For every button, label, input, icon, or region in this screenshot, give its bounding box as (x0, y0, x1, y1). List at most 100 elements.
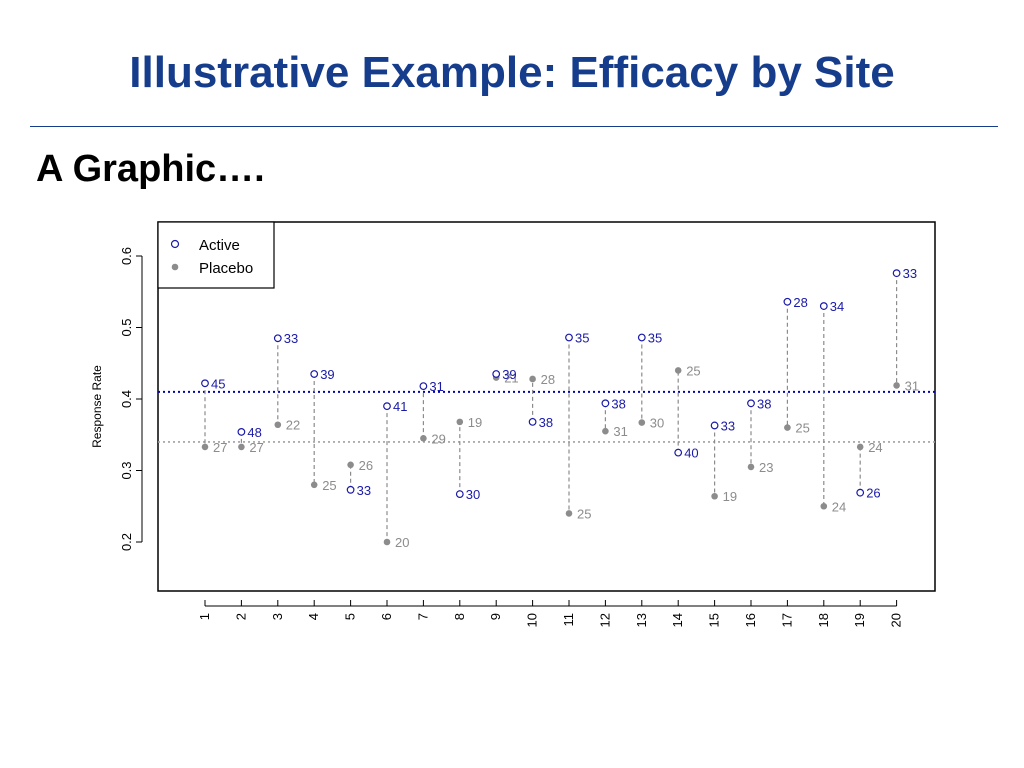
active-point-label: 33 (721, 418, 735, 433)
x-tick-label: 4 (306, 613, 321, 620)
x-tick-label: 14 (670, 613, 685, 627)
placebo-point-label: 24 (832, 499, 846, 514)
placebo-point-label: 27 (249, 440, 263, 455)
placebo-point-label: 27 (213, 440, 227, 455)
legend-box (157, 221, 275, 289)
placebo-point (383, 538, 391, 546)
active-point (819, 302, 828, 310)
active-point (637, 333, 646, 342)
active-point (237, 427, 246, 436)
active-point (783, 297, 792, 306)
placebo-point-label: 24 (868, 440, 882, 455)
active-point (892, 269, 901, 278)
active-point (565, 333, 573, 342)
x-tick-label: 17 (779, 613, 794, 627)
active-point (856, 488, 865, 497)
placebo-point-label: 19 (723, 489, 737, 504)
y-tick-label: 0.6 (119, 247, 134, 265)
active-point-label: 26 (866, 486, 880, 501)
y-tick-label: 0.2 (119, 533, 134, 551)
placebo-point (747, 463, 755, 471)
placebo-point (856, 443, 864, 451)
placebo-point (420, 435, 427, 442)
placebo-point-label: 25 (577, 506, 591, 521)
x-tick-label: 18 (816, 613, 831, 627)
placebo-point-label: 23 (759, 460, 773, 475)
active-point (455, 490, 464, 498)
slide-subtitle: A Graphic…. (36, 148, 265, 190)
y-tick-label: 0.4 (119, 390, 134, 408)
placebo-point (602, 427, 609, 435)
placebo-point-label: 25 (686, 363, 700, 378)
x-tick-label: 13 (634, 613, 649, 627)
legend-placebo-label: Placebo (199, 260, 253, 277)
x-tick-label: 19 (852, 613, 867, 627)
x-tick-label: 2 (233, 613, 248, 620)
active-point (346, 485, 355, 494)
active-point-label: 48 (247, 425, 261, 440)
placebo-point (238, 443, 245, 451)
placebo-point (201, 443, 209, 451)
x-tick-label: 16 (743, 613, 758, 627)
x-tick-label: 5 (343, 613, 358, 620)
placebo-point (820, 502, 828, 510)
placebo-point (565, 510, 573, 517)
legend-active-marker (170, 239, 180, 249)
x-tick-label: 20 (889, 613, 904, 627)
placebo-point (347, 461, 354, 469)
placebo-point (310, 481, 318, 489)
active-point (419, 382, 428, 391)
active-point-label: 33 (903, 266, 917, 281)
active-point-label: 30 (466, 487, 480, 502)
active-point (383, 402, 391, 411)
active-point (492, 370, 501, 378)
x-tick-label: 15 (707, 613, 722, 627)
legend-active-label: Active (199, 237, 240, 254)
active-point (273, 334, 282, 343)
active-point-label: 41 (393, 399, 407, 414)
active-point-label: 33 (357, 483, 371, 498)
active-point-label: 31 (429, 379, 443, 394)
placebo-point-label: 26 (359, 458, 373, 473)
x-tick-label: 11 (561, 613, 576, 627)
placebo-point (529, 375, 536, 383)
placebo-point-label: 29 (431, 431, 445, 446)
active-point (710, 421, 719, 430)
active-point-label: 35 (648, 331, 662, 346)
y-axis-title: Response Rate (90, 365, 104, 448)
placebo-point-label: 30 (650, 416, 664, 431)
y-tick-label: 0.3 (119, 461, 134, 479)
y-tick-label: 0.5 (119, 318, 134, 336)
active-point-label: 35 (575, 331, 589, 346)
placebo-point (784, 424, 791, 431)
placebo-point-label: 28 (541, 372, 555, 387)
active-point-label: 40 (684, 446, 698, 461)
placebo-point (456, 418, 464, 426)
active-point-label: 33 (284, 331, 298, 346)
active-point (747, 399, 755, 408)
active-point-label: 38 (611, 396, 625, 411)
x-tick-label: 3 (270, 613, 285, 620)
plot-frame (157, 221, 936, 592)
active-point (201, 379, 209, 388)
x-tick-label: 12 (597, 613, 612, 627)
x-tick-label: 8 (452, 613, 467, 620)
x-tick-label: 1 (197, 613, 212, 620)
placebo-point-label: 22 (286, 418, 300, 433)
placebo-point (638, 419, 646, 426)
active-point (601, 399, 610, 408)
x-tick-label: 10 (525, 613, 540, 627)
active-point-label: 38 (539, 415, 553, 430)
placebo-point-label: 20 (395, 535, 409, 550)
x-tick-label: 9 (488, 613, 503, 620)
active-point (310, 370, 319, 378)
x-tick-label: 6 (379, 613, 394, 620)
placebo-point-label: 25 (795, 421, 809, 436)
active-point-label: 45 (211, 376, 225, 391)
active-point-label: 28 (793, 295, 807, 310)
placebo-point-label: 25 (322, 478, 336, 493)
placebo-point-label: 31 (905, 378, 919, 393)
placebo-point (274, 421, 282, 429)
active-point-label: 39 (320, 367, 334, 382)
